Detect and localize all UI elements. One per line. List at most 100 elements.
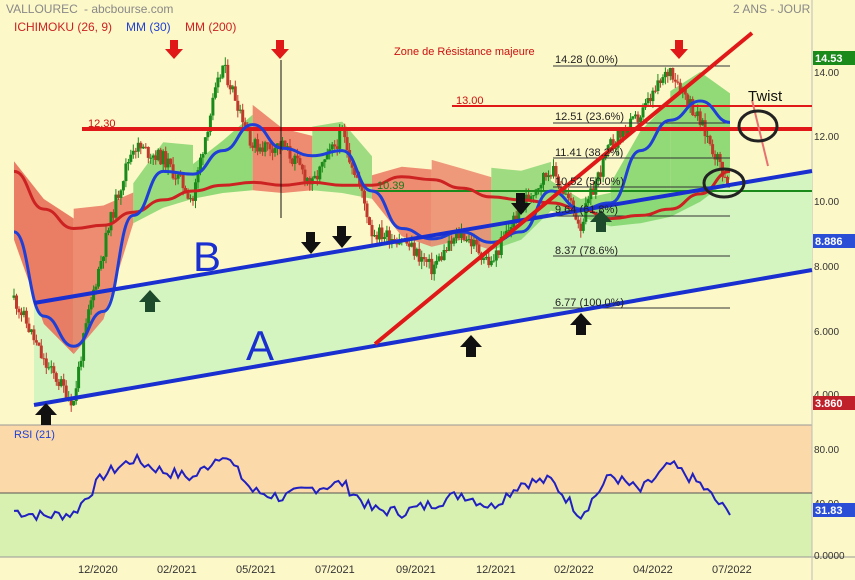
arrow-down-red — [165, 40, 183, 59]
candle-body — [266, 142, 270, 144]
candle-body — [233, 86, 237, 101]
current-price-box — [813, 234, 855, 248]
candle-body — [24, 310, 28, 324]
candle-body — [27, 323, 31, 332]
candle-body — [141, 146, 145, 149]
candle-body — [683, 87, 687, 95]
candle-body — [596, 172, 600, 182]
candle-body — [323, 159, 327, 163]
candle-body — [189, 198, 192, 200]
candle-body — [84, 323, 88, 334]
candle-body — [303, 169, 307, 182]
candle-body — [713, 154, 717, 160]
candle-body — [474, 240, 478, 245]
candle-body — [576, 219, 580, 224]
candle-body — [17, 308, 21, 313]
candle-body — [318, 166, 322, 180]
candle-body — [228, 85, 232, 90]
candle-body — [97, 268, 100, 287]
candle-body — [529, 196, 533, 199]
current-price-label: 8.886 — [815, 236, 843, 248]
candle-body — [678, 82, 682, 93]
candle-body — [380, 227, 384, 240]
candle-body — [305, 178, 309, 182]
candle-body — [57, 381, 61, 386]
candle-body — [104, 232, 108, 257]
candle-body — [288, 146, 292, 159]
candle-body — [283, 140, 287, 149]
y-tick-label: 12.00 — [814, 132, 839, 143]
channel-line-a-lower — [33, 268, 813, 407]
candle-body — [15, 295, 18, 309]
candle-body — [156, 149, 160, 161]
candle-body — [378, 227, 381, 240]
candle-body — [691, 99, 695, 116]
candle-body — [676, 81, 680, 83]
candle-body — [557, 176, 560, 187]
ichimoku-legend: ICHIMOKU (26, 9) — [14, 20, 112, 34]
candle-body — [295, 155, 299, 159]
candle-body — [445, 250, 449, 251]
candle-body — [136, 142, 140, 152]
twist-label: Twist — [748, 88, 783, 105]
arrow-down-black — [332, 226, 352, 248]
candle-body — [407, 243, 411, 247]
candle-body — [574, 209, 578, 220]
candle-body — [174, 178, 178, 180]
candle-body — [696, 111, 700, 117]
candle-body — [422, 257, 426, 260]
candle-body — [619, 131, 623, 138]
candle-body — [492, 260, 496, 262]
candle-body — [425, 259, 429, 262]
candle-body — [442, 250, 446, 260]
candle-body — [666, 71, 670, 77]
channel-fill — [34, 171, 812, 405]
candle-body — [447, 240, 451, 251]
candle-body — [482, 258, 486, 260]
x-tick-label: 02/2021 — [157, 564, 197, 576]
candle-body — [631, 116, 635, 119]
candle-body — [223, 64, 227, 66]
candle-body — [382, 237, 386, 239]
candle-body — [564, 193, 568, 195]
candle-body — [146, 147, 150, 158]
candle-body — [211, 97, 215, 116]
candle-body — [161, 151, 165, 165]
candle-body — [353, 167, 357, 175]
candle-body — [594, 181, 598, 195]
candle-body — [375, 235, 379, 240]
candle-body — [300, 164, 304, 170]
candle-body — [22, 310, 26, 315]
up-arrows — [35, 210, 612, 425]
candle-body — [646, 98, 650, 104]
candle-body — [723, 176, 727, 178]
candle-body — [427, 258, 431, 262]
candle-body — [116, 194, 120, 198]
x-tick-label: 04/2022 — [633, 564, 673, 576]
candle-body — [154, 155, 158, 160]
candle-body — [37, 342, 41, 346]
candle-body — [241, 109, 245, 123]
period-label: 2 ANS - JOUR — [733, 2, 811, 16]
candle-body — [355, 174, 359, 178]
candle-body — [432, 264, 436, 275]
candle-body — [641, 107, 645, 118]
candle-body — [410, 242, 414, 247]
fibonacci-labels: 14.28 (0.0%) 12.51 (23.6%) 11.41 (38.2%)… — [555, 54, 624, 309]
y-tick-label: 8.000 — [814, 262, 839, 273]
mm200-legend: MM (200) — [185, 20, 236, 34]
candle-body — [181, 174, 185, 189]
candle-body — [484, 256, 488, 259]
ichimoku-cloud-patch — [610, 100, 671, 227]
candle-body — [87, 309, 91, 324]
candle-body — [477, 244, 481, 254]
candle-body — [79, 360, 83, 367]
candle-body — [514, 215, 518, 221]
candle-body — [298, 158, 302, 165]
rsi-line — [13, 452, 731, 522]
x-tick-label: 05/2021 — [236, 564, 276, 576]
candle-body — [12, 295, 16, 298]
candle-body — [54, 373, 58, 382]
candle-body — [671, 68, 675, 80]
